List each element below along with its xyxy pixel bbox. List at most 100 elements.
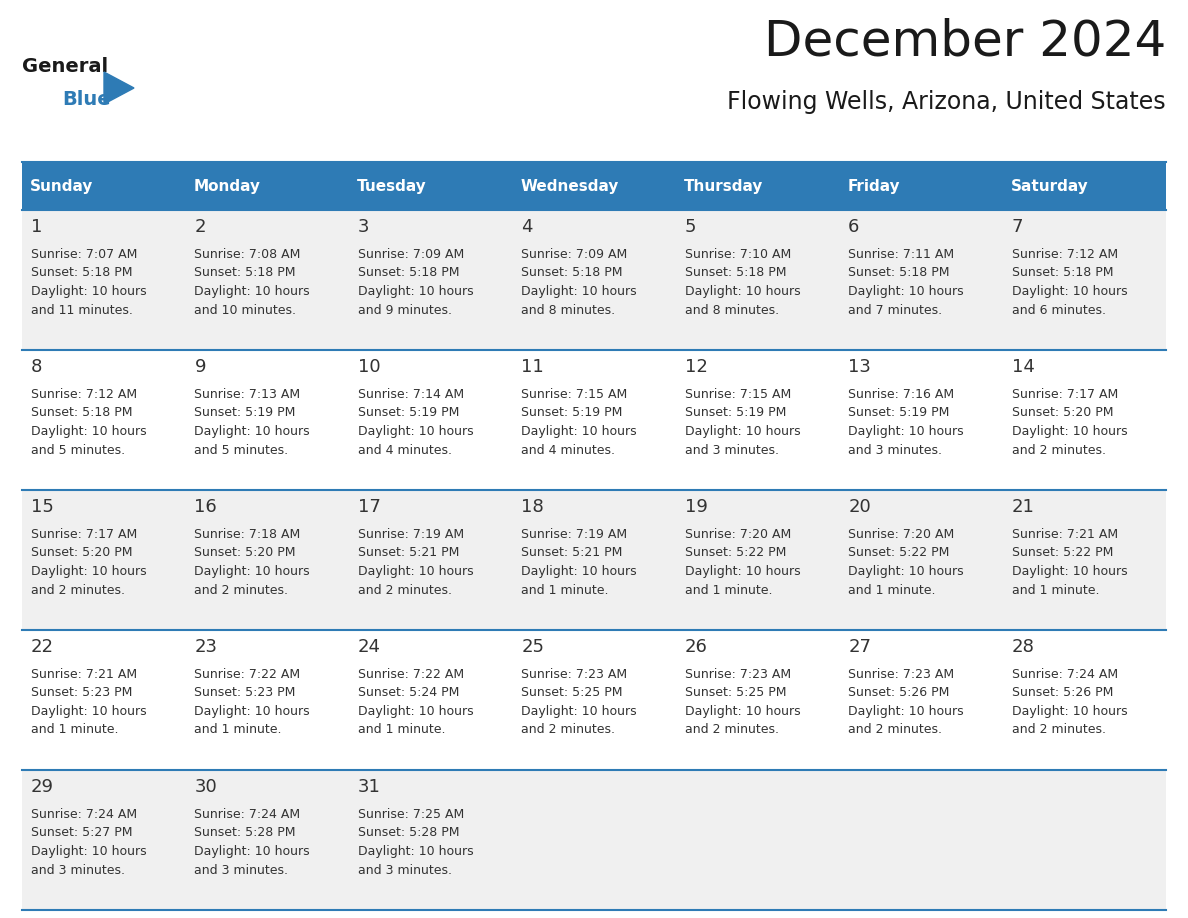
Text: Sunset: 5:22 PM: Sunset: 5:22 PM xyxy=(848,546,949,559)
Text: and 3 minutes.: and 3 minutes. xyxy=(195,864,289,877)
Bar xyxy=(676,162,839,210)
Text: Sunrise: 7:22 AM: Sunrise: 7:22 AM xyxy=(358,668,465,681)
Bar xyxy=(839,162,1003,210)
Text: Sunrise: 7:23 AM: Sunrise: 7:23 AM xyxy=(848,668,954,681)
Text: Sunrise: 7:09 AM: Sunrise: 7:09 AM xyxy=(358,248,465,261)
Text: Daylight: 10 hours: Daylight: 10 hours xyxy=(358,285,474,298)
Text: Blue: Blue xyxy=(62,90,110,109)
Text: Sunset: 5:18 PM: Sunset: 5:18 PM xyxy=(358,266,460,279)
Text: 28: 28 xyxy=(1011,638,1035,656)
Bar xyxy=(512,162,676,210)
Bar xyxy=(23,350,1165,490)
Text: 13: 13 xyxy=(848,358,871,376)
Bar xyxy=(23,770,1165,910)
Text: and 2 minutes.: and 2 minutes. xyxy=(1011,723,1106,736)
Text: Sunset: 5:28 PM: Sunset: 5:28 PM xyxy=(195,826,296,839)
Bar xyxy=(23,162,185,210)
Text: and 5 minutes.: and 5 minutes. xyxy=(31,443,125,456)
Text: Daylight: 10 hours: Daylight: 10 hours xyxy=(522,565,637,578)
Text: Sunset: 5:25 PM: Sunset: 5:25 PM xyxy=(522,687,623,700)
Text: 18: 18 xyxy=(522,498,544,516)
Text: Daylight: 10 hours: Daylight: 10 hours xyxy=(684,425,801,438)
Text: Daylight: 10 hours: Daylight: 10 hours xyxy=(522,285,637,298)
Text: Daylight: 10 hours: Daylight: 10 hours xyxy=(195,285,310,298)
Text: and 10 minutes.: and 10 minutes. xyxy=(195,304,297,317)
Text: Sunset: 5:23 PM: Sunset: 5:23 PM xyxy=(31,687,132,700)
Text: 21: 21 xyxy=(1011,498,1035,516)
Text: Sunrise: 7:18 AM: Sunrise: 7:18 AM xyxy=(195,528,301,541)
Text: Daylight: 10 hours: Daylight: 10 hours xyxy=(848,285,963,298)
Text: Sunset: 5:18 PM: Sunset: 5:18 PM xyxy=(848,266,949,279)
Text: 7: 7 xyxy=(1011,218,1023,236)
Text: Daylight: 10 hours: Daylight: 10 hours xyxy=(31,565,146,578)
Text: Sunrise: 7:19 AM: Sunrise: 7:19 AM xyxy=(358,528,465,541)
Text: Sunset: 5:18 PM: Sunset: 5:18 PM xyxy=(1011,266,1113,279)
Text: Daylight: 10 hours: Daylight: 10 hours xyxy=(358,565,474,578)
Text: 4: 4 xyxy=(522,218,532,236)
Bar xyxy=(349,162,512,210)
Text: Sunrise: 7:08 AM: Sunrise: 7:08 AM xyxy=(195,248,301,261)
Text: Sunrise: 7:09 AM: Sunrise: 7:09 AM xyxy=(522,248,627,261)
Text: Sunset: 5:19 PM: Sunset: 5:19 PM xyxy=(684,407,786,420)
Bar xyxy=(23,490,1165,630)
Text: Sunset: 5:27 PM: Sunset: 5:27 PM xyxy=(31,826,133,839)
Text: Thursday: Thursday xyxy=(684,178,763,194)
Text: Sunset: 5:24 PM: Sunset: 5:24 PM xyxy=(358,687,460,700)
Text: Sunrise: 7:16 AM: Sunrise: 7:16 AM xyxy=(848,388,954,401)
Bar xyxy=(23,630,1165,770)
Text: Sunrise: 7:22 AM: Sunrise: 7:22 AM xyxy=(195,668,301,681)
Text: Sunrise: 7:17 AM: Sunrise: 7:17 AM xyxy=(31,528,138,541)
Text: 20: 20 xyxy=(848,498,871,516)
Text: 30: 30 xyxy=(195,778,217,796)
Text: and 1 minute.: and 1 minute. xyxy=(1011,584,1099,597)
Text: and 3 minutes.: and 3 minutes. xyxy=(848,443,942,456)
Text: Sunset: 5:19 PM: Sunset: 5:19 PM xyxy=(358,407,460,420)
Text: and 5 minutes.: and 5 minutes. xyxy=(195,443,289,456)
Bar xyxy=(23,210,1165,350)
Text: Sunrise: 7:19 AM: Sunrise: 7:19 AM xyxy=(522,528,627,541)
Text: and 2 minutes.: and 2 minutes. xyxy=(522,723,615,736)
Text: Sunset: 5:18 PM: Sunset: 5:18 PM xyxy=(31,266,133,279)
Text: 22: 22 xyxy=(31,638,53,656)
Text: Sunset: 5:19 PM: Sunset: 5:19 PM xyxy=(522,407,623,420)
Text: 12: 12 xyxy=(684,358,708,376)
Text: 19: 19 xyxy=(684,498,708,516)
Text: Sunset: 5:18 PM: Sunset: 5:18 PM xyxy=(195,266,296,279)
Text: Sunrise: 7:12 AM: Sunrise: 7:12 AM xyxy=(31,388,137,401)
Text: 15: 15 xyxy=(31,498,53,516)
Text: Sunset: 5:26 PM: Sunset: 5:26 PM xyxy=(1011,687,1113,700)
Text: General: General xyxy=(23,57,108,76)
Text: Sunset: 5:21 PM: Sunset: 5:21 PM xyxy=(358,546,460,559)
Text: and 1 minute.: and 1 minute. xyxy=(848,584,936,597)
Text: Sunrise: 7:13 AM: Sunrise: 7:13 AM xyxy=(195,388,301,401)
Text: 24: 24 xyxy=(358,638,381,656)
Text: 17: 17 xyxy=(358,498,380,516)
Text: Sunset: 5:28 PM: Sunset: 5:28 PM xyxy=(358,826,460,839)
Text: and 1 minute.: and 1 minute. xyxy=(31,723,119,736)
Text: and 3 minutes.: and 3 minutes. xyxy=(358,864,451,877)
Text: and 2 minutes.: and 2 minutes. xyxy=(195,584,289,597)
Text: Saturday: Saturday xyxy=(1011,178,1088,194)
Text: and 4 minutes.: and 4 minutes. xyxy=(522,443,615,456)
Text: Sunset: 5:18 PM: Sunset: 5:18 PM xyxy=(31,407,133,420)
Text: and 6 minutes.: and 6 minutes. xyxy=(1011,304,1106,317)
Text: Sunset: 5:22 PM: Sunset: 5:22 PM xyxy=(1011,546,1113,559)
Text: 26: 26 xyxy=(684,638,708,656)
Text: 8: 8 xyxy=(31,358,43,376)
Text: Sunrise: 7:23 AM: Sunrise: 7:23 AM xyxy=(522,668,627,681)
Text: and 2 minutes.: and 2 minutes. xyxy=(848,723,942,736)
Text: 29: 29 xyxy=(31,778,53,796)
Text: 23: 23 xyxy=(195,638,217,656)
Text: Daylight: 10 hours: Daylight: 10 hours xyxy=(31,705,146,718)
Text: Tuesday: Tuesday xyxy=(356,178,426,194)
Text: and 2 minutes.: and 2 minutes. xyxy=(1011,443,1106,456)
Text: and 1 minute.: and 1 minute. xyxy=(522,584,608,597)
Text: Sunset: 5:20 PM: Sunset: 5:20 PM xyxy=(195,546,296,559)
Text: and 8 minutes.: and 8 minutes. xyxy=(522,304,615,317)
Text: December 2024: December 2024 xyxy=(764,18,1165,66)
Text: and 1 minute.: and 1 minute. xyxy=(684,584,772,597)
Text: Sunset: 5:22 PM: Sunset: 5:22 PM xyxy=(684,546,786,559)
Text: Sunset: 5:20 PM: Sunset: 5:20 PM xyxy=(31,546,133,559)
Text: Sunset: 5:21 PM: Sunset: 5:21 PM xyxy=(522,546,623,559)
Text: Sunrise: 7:14 AM: Sunrise: 7:14 AM xyxy=(358,388,465,401)
